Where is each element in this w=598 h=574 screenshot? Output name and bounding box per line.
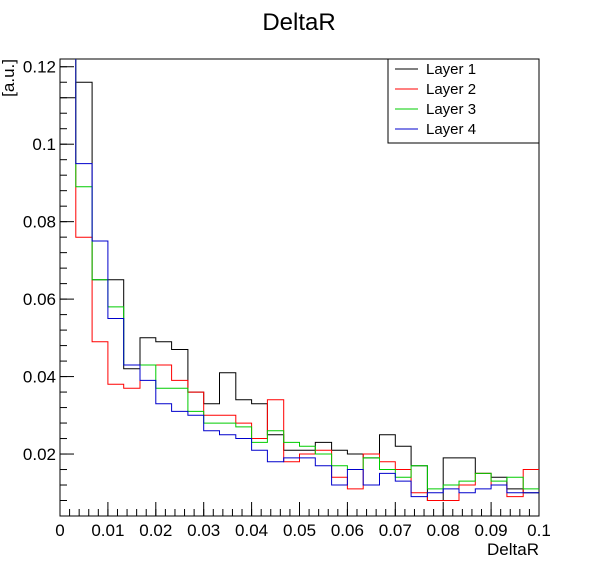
- chart-title: DeltaR: [262, 9, 335, 36]
- y-tick-label: 0.04: [23, 368, 56, 387]
- x-tick-label: 0: [55, 521, 64, 540]
- x-tick-label: 0.01: [91, 521, 124, 540]
- legend-label: Layer 2: [426, 81, 476, 98]
- legend-label: Layer 4: [426, 121, 476, 138]
- y-tick-label: 0.02: [23, 445, 56, 464]
- y-axis-title: [a.u.]: [0, 59, 18, 97]
- y-tick-label: 0.06: [23, 290, 56, 309]
- series-1-line: [60, 81, 539, 501]
- x-tick-label: 0.08: [427, 521, 460, 540]
- x-tick-label: 0.07: [379, 521, 412, 540]
- x-tick-label: 0.06: [331, 521, 364, 540]
- series-3-line: [75, 59, 539, 490]
- legend-label: Layer 3: [426, 101, 476, 118]
- series-4-line: [75, 59, 539, 498]
- y-tick-label: 0.1: [32, 135, 56, 154]
- legend: Layer 1 Layer 2 Layer 3 Layer 4: [387, 58, 540, 144]
- x-tick-label: 0.04: [235, 521, 268, 540]
- legend-label: Layer 1: [426, 61, 476, 78]
- y-tick-label: 0.08: [23, 213, 56, 232]
- x-tick-label: 0.05: [283, 521, 316, 540]
- x-tick-label: 0.1: [527, 521, 551, 540]
- x-tick-label: 0.02: [139, 521, 172, 540]
- x-tick-label: 0.03: [187, 521, 220, 540]
- y-tick-label: 0.12: [23, 58, 56, 77]
- x-axis-title: DeltaR: [487, 540, 539, 559]
- x-tick-label: 0.09: [475, 521, 508, 540]
